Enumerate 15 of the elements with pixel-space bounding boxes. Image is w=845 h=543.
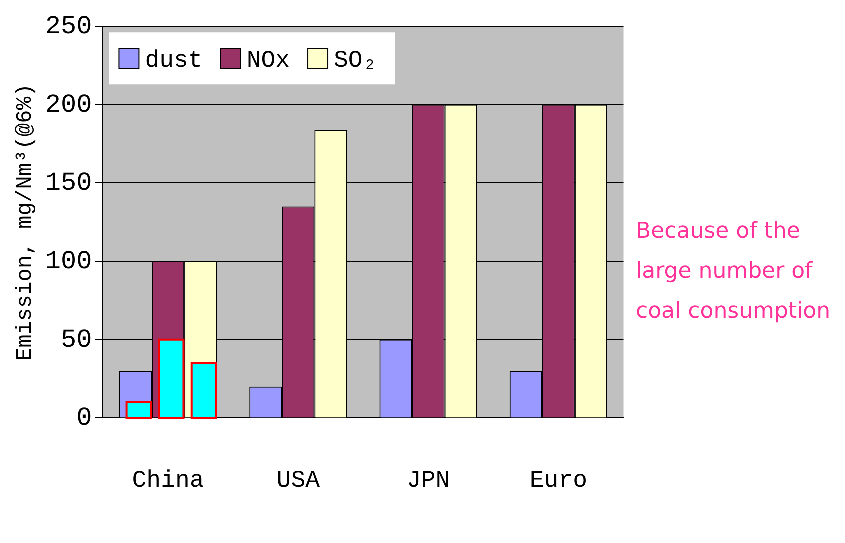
y-tick-label: 250 xyxy=(45,11,92,42)
x-tick-label: USA xyxy=(276,468,321,495)
x-tick-label: JPN xyxy=(406,468,450,495)
y-tick-label: 200 xyxy=(45,90,92,120)
y-tick-label: 150 xyxy=(45,168,92,198)
y-tick-label: 0 xyxy=(76,403,92,434)
x-tick-label: China xyxy=(132,468,204,495)
x-tick-label: Euro xyxy=(530,468,588,495)
text: Because of the large number of coal consumption xyxy=(636,218,832,326)
y-axis-title: Emission, mg/Nm³(@6%) xyxy=(13,84,38,362)
legend-label: SO₂ xyxy=(334,48,378,75)
y-tick-label: 100 xyxy=(45,246,92,276)
legend-label: dust xyxy=(145,48,203,75)
legend-label: NOx xyxy=(246,48,290,75)
y-tick-label: 50 xyxy=(60,324,92,355)
